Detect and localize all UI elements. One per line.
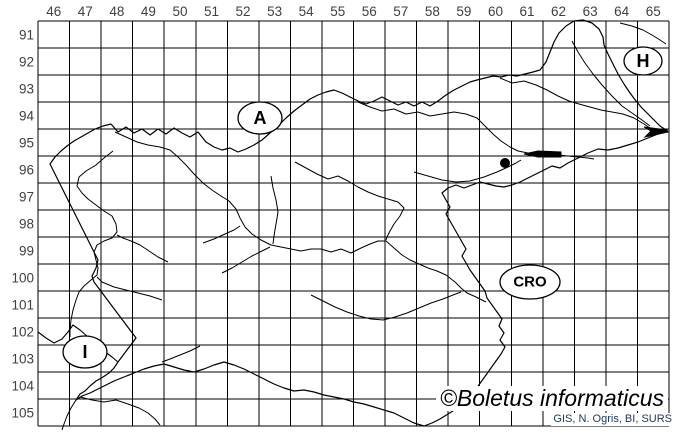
river-istria-coast-croatia (61, 399, 77, 431)
grid-lines (37, 20, 670, 427)
country-label-italy: I (62, 335, 108, 369)
grid-row-label-105: 105 (11, 406, 34, 421)
grid-col-label-53: 53 (267, 4, 282, 19)
grid-col-label-54: 54 (299, 4, 315, 19)
grid-col-label-49: 49 (141, 4, 156, 19)
grid-col-label-64: 64 (614, 4, 630, 19)
east-tip-arrow (643, 126, 669, 138)
drava-lake-arrow (523, 150, 562, 158)
grid-labels: 46 47 48 49 50 51 52 53 54 55 56 57 58 59 60 61 62 63 64 65… (11, 4, 660, 421)
grid-row-label-94: 94 (19, 109, 35, 124)
grid-col-label-62: 62 (551, 4, 566, 19)
grid-col-label-59: 59 (456, 4, 471, 19)
slovenia-border (49, 19, 667, 427)
country-label-hungary: H (623, 46, 663, 76)
grid-row-label-91: 91 (19, 28, 34, 43)
river-kamniska-bistrica (270, 175, 279, 245)
river-sora (202, 225, 241, 244)
grid-col-label-63: 63 (583, 4, 598, 19)
grid-row-label-102: 102 (11, 325, 34, 340)
river-istria-inland-croatia (79, 396, 161, 426)
river-ljubljanica (221, 246, 271, 274)
grid-row-label-93: 93 (19, 82, 34, 97)
country-letter-croatia: CRO (513, 274, 547, 291)
grid-row-label-92: 92 (19, 55, 34, 70)
country-letter-hungary: H (637, 51, 650, 71)
country-ellipse-italy (62, 335, 108, 369)
credits-text: GIS, N. Ogris, BI, SURS (551, 412, 674, 426)
grid-row-label-98: 98 (19, 217, 34, 232)
river-idrijca (116, 234, 169, 263)
copyright-text: ©Boletus informaticus (435, 386, 668, 411)
river-mura (499, 77, 657, 134)
river-vipava (96, 276, 163, 301)
grid-row-label-95: 95 (19, 136, 34, 151)
country-ellipse-hungary (623, 46, 663, 76)
grid-col-label-48: 48 (109, 4, 124, 19)
grid-col-label-51: 51 (204, 4, 219, 19)
country-letter-italy: I (82, 342, 87, 362)
country-letter-austria: A (254, 108, 267, 128)
grid-row-label-104: 104 (11, 379, 34, 394)
occurrence-dot[interactable] (500, 158, 510, 168)
grid-col-label-52: 52 (236, 4, 251, 19)
grid-row-label-99: 99 (19, 244, 34, 259)
country-ellipse-croatia (499, 264, 561, 300)
grid-row-label-97: 97 (19, 190, 34, 205)
grid-col-label-58: 58 (425, 4, 440, 19)
grid-col-label-47: 47 (78, 4, 93, 19)
grid-col-label-65: 65 (646, 4, 661, 19)
grid-col-label-60: 60 (488, 4, 503, 19)
river-raba (619, 22, 667, 45)
river-ledava (571, 40, 651, 127)
grid-col-label-50: 50 (172, 4, 187, 19)
rivers (61, 22, 669, 431)
river-soca (69, 150, 118, 337)
grid-row-label-100: 100 (11, 271, 34, 286)
grid-row-label-101: 101 (11, 298, 34, 313)
river-drava (357, 101, 595, 160)
country-ellipse-austria (237, 101, 283, 135)
grid-col-label-61: 61 (520, 4, 535, 19)
grid-col-label-55: 55 (330, 4, 345, 19)
country-label-croatia: CRO (499, 264, 561, 300)
grid-col-label-46: 46 (46, 4, 61, 19)
grid-row-label-96: 96 (19, 163, 34, 178)
river-dravinja (413, 159, 522, 183)
river-reka (161, 345, 201, 363)
grid-col-label-56: 56 (362, 4, 377, 19)
river-sava (114, 131, 487, 303)
country-label-austria: A (237, 101, 283, 135)
grid-col-label-57: 57 (393, 4, 408, 19)
grid-row-label-103: 103 (11, 352, 34, 367)
river-krka (310, 291, 462, 321)
river-savinja (294, 161, 405, 241)
